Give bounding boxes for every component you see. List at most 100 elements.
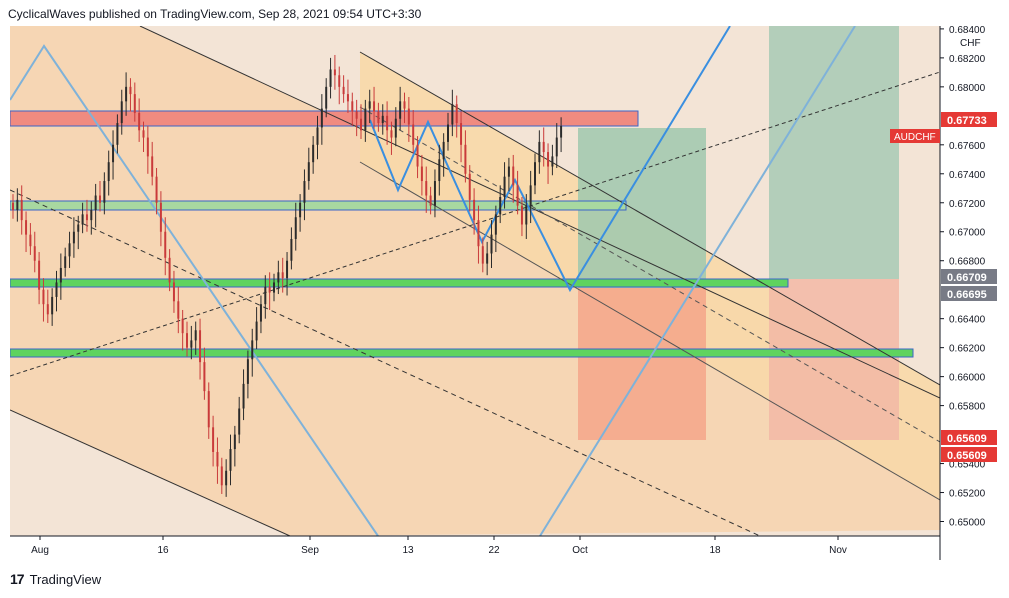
y-tick-label: 0.66400: [949, 315, 986, 326]
price-badge-text: 0.65609: [947, 450, 987, 462]
candle-body: [172, 282, 175, 302]
x-tick-label: Sep: [301, 545, 319, 556]
candle-body: [455, 104, 458, 124]
candle-body: [281, 272, 284, 279]
candle-body: [155, 176, 158, 203]
candle-body: [229, 449, 232, 471]
x-tick-label: 13: [402, 545, 414, 556]
candle-body: [360, 118, 362, 131]
candle-body: [99, 195, 101, 203]
candle-body: [490, 234, 493, 254]
time-axis[interactable]: Aug 16 Sep 13 22 Oct 18 Nov: [31, 536, 847, 556]
candle-body: [525, 205, 528, 225]
candle-body: [451, 104, 454, 125]
candle-body: [507, 166, 510, 177]
candle-body: [386, 115, 389, 131]
candle-body: [133, 94, 136, 113]
candle-body: [468, 173, 471, 200]
rising-dashed-line: [10, 71, 940, 377]
channel-line-lower: [10, 409, 291, 536]
candle-body: [146, 137, 149, 157]
candle-body: [59, 267, 62, 283]
candle-body: [216, 451, 219, 467]
candle-body: [516, 185, 519, 206]
candle-body: [142, 130, 145, 138]
candle-body: [129, 86, 132, 95]
candle-body: [390, 130, 393, 138]
price-badge-text: 0.67733: [947, 115, 987, 127]
candle-body: [377, 111, 380, 124]
candle-body: [329, 69, 332, 87]
candle-body: [55, 282, 58, 297]
y-tick-label: 0.67600: [949, 141, 986, 152]
candle-body: [290, 238, 293, 261]
candle-body: [294, 217, 297, 239]
tradingview-logo-icon: 17: [10, 571, 25, 587]
candle-body: [138, 112, 141, 131]
candle-body: [29, 234, 32, 247]
footer-brand-text: TradingView: [29, 571, 102, 587]
candle-body: [77, 224, 80, 232]
y-tick-label: 0.68400: [949, 25, 986, 36]
channel-midline-dashed: [10, 189, 761, 536]
candle-body: [159, 202, 162, 232]
support-zone-1: [10, 200, 627, 211]
y-tick-label: 0.65800: [949, 402, 986, 413]
price-badge-level: [941, 269, 997, 284]
y-tick-label: 0.67400: [949, 170, 986, 181]
candle-body: [12, 202, 14, 211]
candle-body: [120, 101, 123, 124]
price-badge-text: 0.66709: [947, 272, 987, 284]
candle-body: [464, 144, 467, 174]
candle-body: [555, 137, 558, 157]
candle-body: [81, 214, 84, 225]
candle-body: [177, 301, 180, 319]
price-axis[interactable]: 0.68400 0.68200 0.68000 0.67600 0.67400 0.672…: [940, 25, 986, 529]
candle-body: [190, 340, 193, 348]
candle-body: [399, 101, 402, 119]
candle-body: [64, 256, 67, 268]
price-badge-current: [941, 112, 997, 127]
y-tick-label: 0.65200: [949, 489, 986, 500]
candle-body: [520, 205, 523, 225]
candle-body: [412, 124, 415, 145]
price-badge-text: 0.66695: [947, 289, 987, 301]
candle-body: [373, 101, 376, 112]
target-red-box-1: [578, 288, 706, 440]
candle-body: [42, 289, 45, 305]
candle-body: [346, 94, 349, 102]
candle-body: [320, 108, 323, 128]
symbol-badge: [890, 129, 940, 143]
candle-body: [307, 162, 310, 182]
y-tick-label: 0.67000: [949, 228, 986, 239]
candle-body: [246, 359, 249, 384]
publisher-header: CyclicalWaves published on TradingView.c…: [8, 7, 422, 21]
resistance-zone: [10, 110, 639, 127]
candle-body: [342, 86, 345, 95]
pattern-wave: [369, 26, 731, 293]
candle-body: [125, 86, 128, 102]
candle-body: [560, 125, 563, 138]
candle-body: [85, 214, 88, 221]
candle-body: [338, 75, 341, 87]
candle-body: [233, 434, 236, 450]
candle-body: [420, 166, 423, 182]
candle-body: [351, 101, 354, 112]
candle-body: [212, 427, 215, 452]
candle-body: [68, 243, 71, 257]
channel-line-upper: [139, 26, 940, 399]
candle-body: [242, 383, 245, 409]
candle-body: [259, 304, 262, 322]
candle-body: [186, 333, 188, 348]
currency-label: CHF: [960, 38, 981, 49]
candles-group: [12, 54, 563, 497]
candle-body: [164, 231, 167, 258]
price-badge-level: [941, 286, 997, 301]
candle-body: [486, 253, 489, 264]
candle-body: [481, 246, 484, 264]
y-tick-label: 0.65000: [949, 518, 986, 529]
candle-body: [103, 181, 106, 203]
y-tick-label: 0.68200: [949, 54, 986, 65]
price-badge-text: 0.65609: [947, 433, 987, 445]
